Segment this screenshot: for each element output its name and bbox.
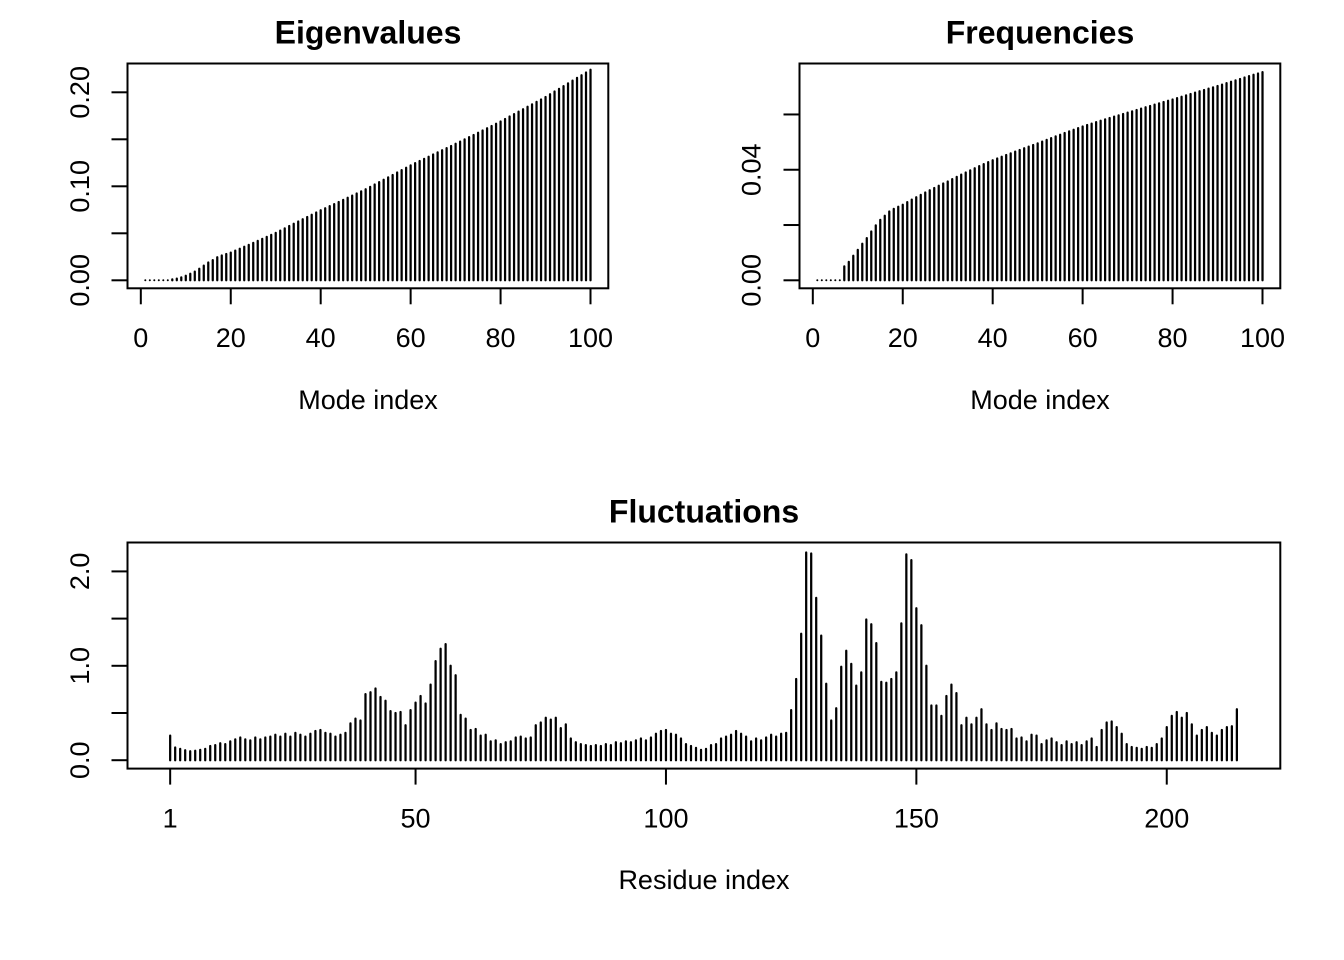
svg-text:Eigenvalues: Eigenvalues [275,15,462,51]
svg-text:0.04: 0.04 [737,143,767,196]
svg-text:0: 0 [133,323,148,353]
svg-text:Mode index: Mode index [298,385,438,415]
svg-text:40: 40 [306,323,336,353]
svg-text:Mode index: Mode index [970,385,1110,415]
svg-text:200: 200 [1144,803,1189,833]
svg-text:100: 100 [568,323,613,353]
svg-text:50: 50 [401,803,431,833]
svg-text:40: 40 [978,323,1008,353]
svg-text:80: 80 [486,323,516,353]
svg-text:80: 80 [1158,323,1188,353]
svg-text:0: 0 [805,323,820,353]
svg-text:1.0: 1.0 [65,647,95,685]
svg-text:0.10: 0.10 [65,160,95,213]
svg-text:Frequencies: Frequencies [946,15,1135,51]
svg-text:20: 20 [216,323,246,353]
svg-text:60: 60 [396,323,426,353]
svg-text:0.20: 0.20 [65,66,95,119]
svg-text:20: 20 [888,323,918,353]
svg-text:0.00: 0.00 [65,254,95,307]
svg-text:0.0: 0.0 [65,741,95,779]
svg-text:60: 60 [1068,323,1098,353]
svg-text:0.00: 0.00 [737,254,767,307]
svg-text:100: 100 [1240,323,1285,353]
svg-text:1: 1 [163,803,178,833]
svg-text:150: 150 [894,803,939,833]
svg-text:2.0: 2.0 [65,553,95,591]
svg-text:Residue index: Residue index [618,865,790,895]
svg-text:Fluctuations: Fluctuations [609,494,799,530]
svg-text:100: 100 [643,803,688,833]
